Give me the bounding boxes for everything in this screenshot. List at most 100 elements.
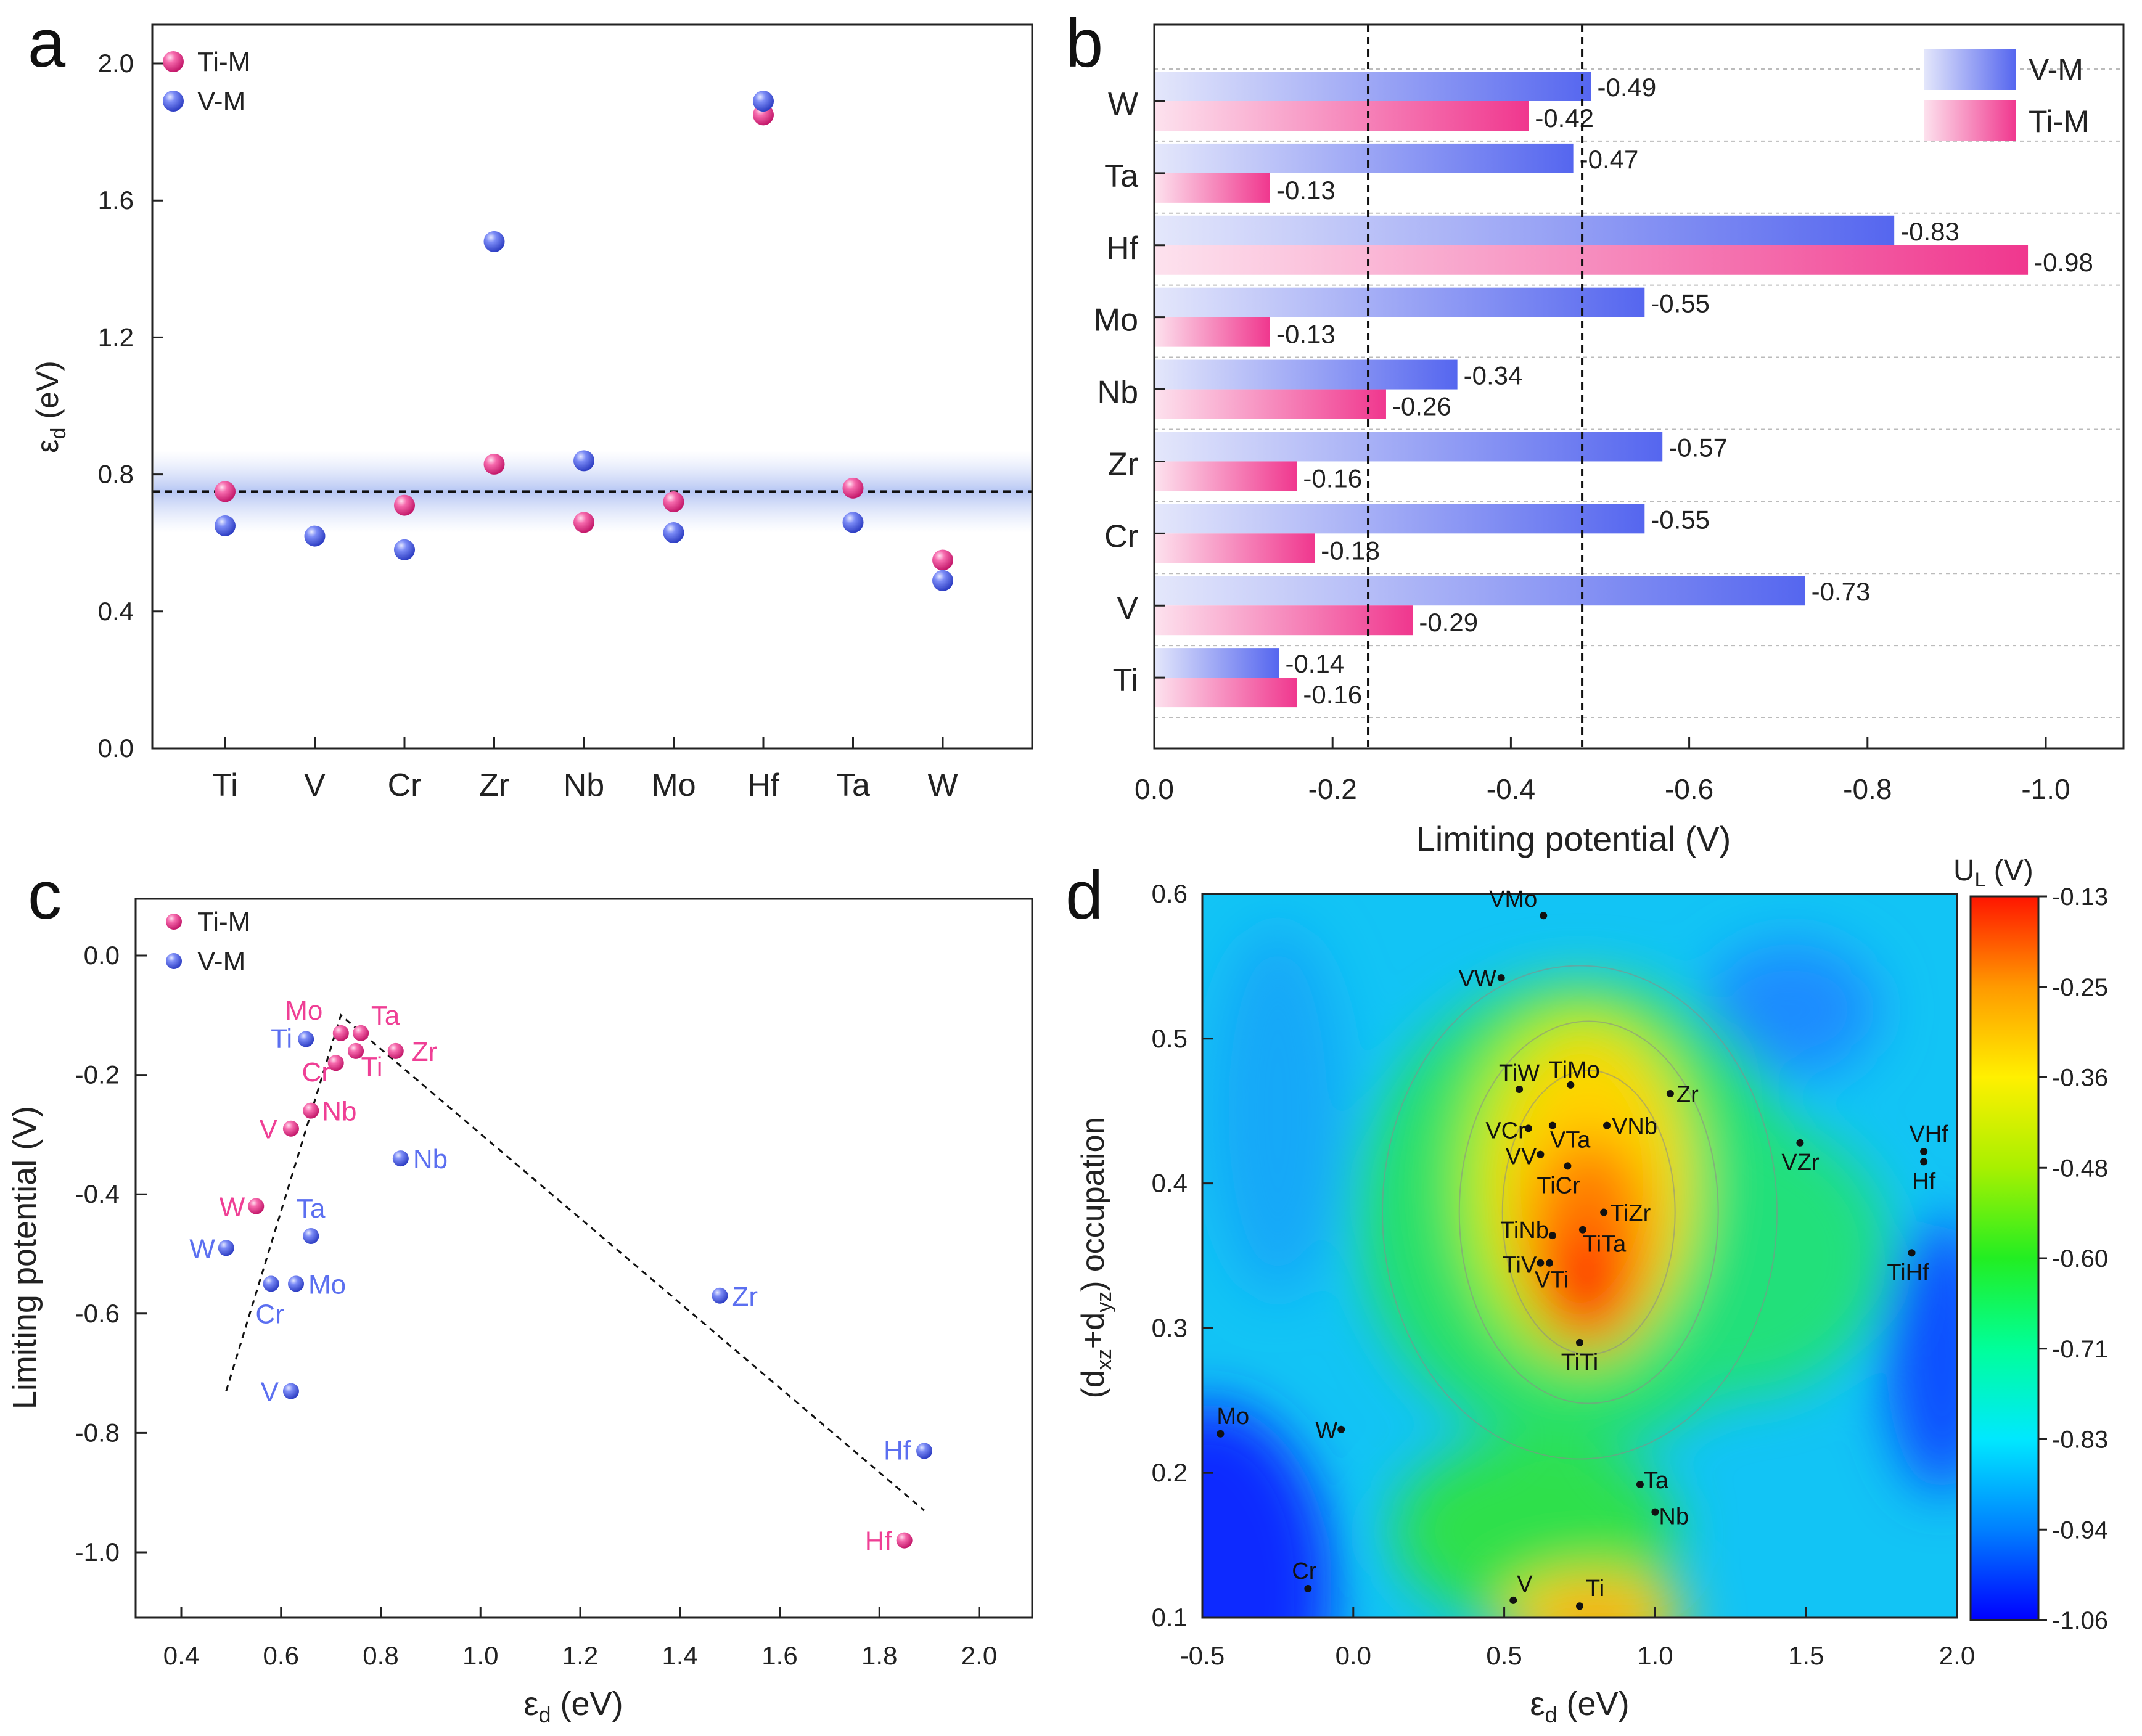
x-axis-label: εd (eV) [523, 1685, 623, 1727]
point-label: VTa [1550, 1128, 1591, 1153]
x-tick-label: V [304, 768, 326, 803]
legend-label: V-M [197, 946, 245, 976]
panel-a: 0.0 0.4 0.8 1.2 1.6 2.0 Ti V Cr Zr Nb Mo Hf Ta Wεd (eV… [28, 6, 1033, 803]
heatmap-point [1497, 974, 1505, 982]
panel-letter: b [1065, 6, 1103, 81]
heatmap-point [1516, 1085, 1524, 1093]
v-m-point [288, 1275, 305, 1292]
heatmap-point [1548, 1232, 1556, 1240]
point-label: Ti [1586, 1576, 1604, 1602]
colorbar-tick-label: -0.25 [2052, 974, 2108, 1001]
heatmap-point [1524, 1124, 1532, 1132]
point-label: TiTi [1561, 1349, 1599, 1375]
v-m-point [215, 515, 236, 536]
v-m-point [282, 1383, 299, 1399]
point-label: TiMo [1549, 1057, 1600, 1083]
plot-frame [151, 23, 1033, 750]
heatmap-blob [1210, 926, 1346, 1296]
point-label: Nb [1659, 1504, 1689, 1530]
y-axis-label: (dxz+dyz) occupation [1075, 1117, 1116, 1399]
x-tick-label: W [927, 768, 958, 803]
category-label: Ti [1113, 663, 1138, 698]
point-label: Ta [1644, 1468, 1669, 1494]
point-label: Ta [371, 1001, 400, 1031]
category-label: Nb [1098, 375, 1138, 411]
v-m-bar-label: -0.47 [1580, 145, 1639, 174]
x-axis-label: εd (eV) [1530, 1685, 1629, 1727]
y-tick-label: -0.2 [75, 1060, 120, 1089]
panel-d: -0.5 0.0 0.5 1.0 1.5 2.0 0.1 0.2 0.3 0.4 0.5 0.6 εd … [1065, 854, 2108, 1727]
point-label: V [260, 1115, 278, 1145]
legend-label: V-M [197, 86, 245, 117]
legend-marker [163, 51, 184, 72]
colorbar-tick-label: -1.06 [2052, 1607, 2108, 1634]
point-label: Ti [361, 1052, 383, 1082]
x-tick-label: -0.5 [1180, 1641, 1225, 1670]
ti-m-bar-label: -0.13 [1276, 320, 1336, 349]
v-m-bar-label: -0.57 [1668, 433, 1728, 462]
ti-m-point [573, 512, 594, 533]
y-axis-label: εd (eV) [30, 361, 70, 453]
plot-frame [134, 898, 1033, 1619]
y-tick-label: 0.3 [1152, 1313, 1188, 1342]
heatmap-blob [1886, 1221, 1957, 1493]
y-tick-label: 0.8 [98, 460, 134, 489]
v-m-point [263, 1275, 279, 1292]
heatmap-blob [1551, 1599, 1638, 1618]
x-tick-label: -0.6 [1665, 773, 1713, 805]
v-m-bar [1154, 432, 1663, 462]
ti-m-bar-label: -0.29 [1419, 608, 1478, 637]
heatmap-point [1666, 1090, 1674, 1098]
y-tick-label: -0.6 [75, 1299, 120, 1328]
x-tick-label: Nb [564, 768, 604, 803]
ti-m-point [387, 1042, 404, 1059]
heatmap-point [1546, 1259, 1554, 1267]
ti-m-point [348, 1042, 364, 1059]
v-m-bar [1154, 359, 1458, 390]
y-tick-label: 0.6 [1152, 879, 1188, 908]
contour-line [1458, 1020, 1719, 1404]
legend-swatch-v-m [1924, 49, 2016, 90]
ti-m-bar [1154, 461, 1297, 491]
ti-m-bar [1154, 173, 1270, 203]
point-label: Cr [255, 1299, 284, 1329]
point-label: VNb [1612, 1114, 1657, 1140]
x-tick-label: 2.0 [961, 1641, 997, 1670]
heatmap-blob [1202, 1404, 1332, 1618]
v-m-point [916, 1443, 933, 1459]
ti-m-point [282, 1120, 299, 1137]
x-tick-label: 1.0 [462, 1641, 498, 1670]
x-tick-label: Ti [212, 768, 237, 803]
x-tick-label: -1.0 [2021, 773, 2070, 805]
v-m-point [392, 1150, 409, 1167]
category-label: Ta [1104, 158, 1138, 194]
ti-m-point [663, 491, 684, 513]
plot-frame [1201, 893, 1958, 1619]
point-label: W [1315, 1418, 1337, 1444]
point-label: TiHf [1887, 1259, 1929, 1285]
legend-marker [166, 953, 182, 969]
x-tick-label: 1.8 [861, 1641, 897, 1670]
y-tick-label: -0.4 [75, 1179, 120, 1208]
y-tick-label: -1.0 [75, 1537, 120, 1566]
v-m-point [298, 1031, 314, 1047]
y-axis-label: Limiting potential (V) [6, 1106, 43, 1409]
heatmap-point [1576, 1338, 1583, 1346]
ti-m-bar [1154, 678, 1297, 708]
heatmap-point [1578, 1226, 1586, 1234]
colorbar-tick-label: -0.94 [2052, 1517, 2108, 1544]
v-m-bar-label: -0.73 [1812, 577, 1871, 606]
ti-m-bar-label: -0.18 [1321, 536, 1380, 565]
heatmap-blob [1502, 1574, 1688, 1618]
point-label: W [220, 1192, 245, 1222]
v-m-point [304, 525, 326, 547]
v-m-point [218, 1240, 234, 1256]
v-m-bar-label: -0.34 [1464, 361, 1523, 390]
v-m-bar-label: -0.55 [1651, 505, 1710, 534]
v-m-bar [1154, 287, 1645, 317]
plot-frame [1153, 23, 2125, 750]
ti-m-bar [1154, 317, 1270, 347]
point-label: TiV [1503, 1253, 1537, 1279]
point-label: Zr [732, 1282, 758, 1312]
